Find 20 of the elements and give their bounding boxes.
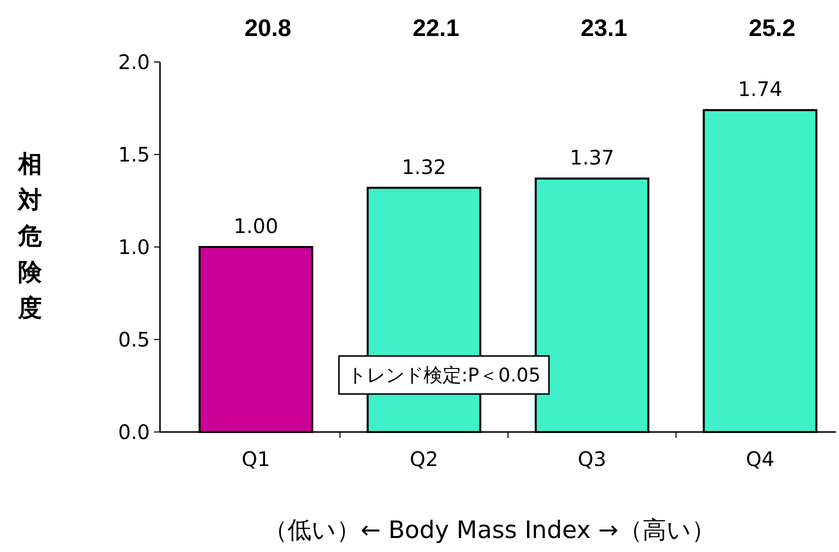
x-tick-label: Q1 — [242, 447, 270, 471]
text: 20.8 — [244, 15, 292, 42]
y-tick-label: 0.5 — [118, 328, 150, 352]
data-label: 1.00 — [234, 214, 278, 238]
y-tick-label: 1.0 — [118, 235, 150, 259]
x-tick-label: Q4 — [746, 447, 774, 471]
y-tick-label: 0.0 — [118, 420, 150, 444]
data-label: 1.32 — [402, 154, 446, 179]
x-tick-label: Q3 — [578, 447, 606, 471]
data-label: 1.37 — [570, 146, 614, 170]
y-axis-title: 相対危険度 — [17, 150, 43, 322]
x-axis-title: （低い）← Body Mass Index →（高い） — [264, 516, 716, 544]
annotation: トレンド検定:P＜0.05 — [347, 364, 541, 387]
x-tick-label: Q2 — [410, 447, 438, 471]
text: 25.2 — [748, 15, 796, 42]
text: 22.1 — [412, 15, 460, 42]
text: 23.1 — [580, 15, 628, 42]
y-tick-label: 1.5 — [118, 142, 150, 166]
y-tick-label: 2.0 — [118, 50, 150, 74]
data-label: 1.74 — [738, 77, 782, 102]
